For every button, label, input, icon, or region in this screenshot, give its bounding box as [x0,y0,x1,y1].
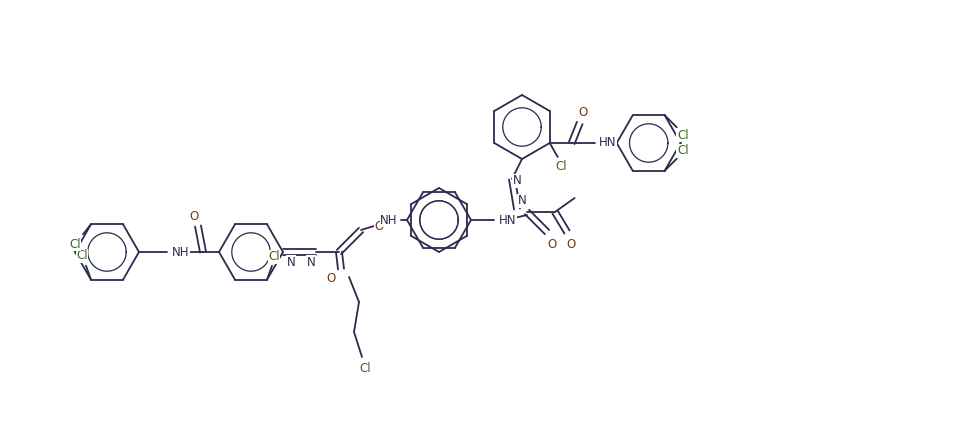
Text: Cl: Cl [677,144,689,157]
Text: NH: NH [381,214,398,227]
Text: Cl: Cl [269,250,280,263]
Text: N: N [287,255,295,268]
Text: N: N [307,255,316,268]
Text: Cl: Cl [76,249,88,262]
Text: Cl: Cl [69,238,81,251]
Text: O: O [567,237,575,251]
Text: O: O [374,219,384,233]
Text: HN: HN [598,136,617,150]
Text: N: N [518,194,526,208]
Text: HN: HN [499,214,517,227]
Text: Cl: Cl [360,362,371,375]
Text: O: O [326,273,336,286]
Text: Cl: Cl [555,160,567,172]
Text: O: O [548,237,556,251]
Text: NH: NH [172,246,190,258]
Text: Cl: Cl [677,129,689,142]
Text: O: O [189,211,199,224]
Text: O: O [578,107,587,120]
Text: N: N [513,175,522,187]
